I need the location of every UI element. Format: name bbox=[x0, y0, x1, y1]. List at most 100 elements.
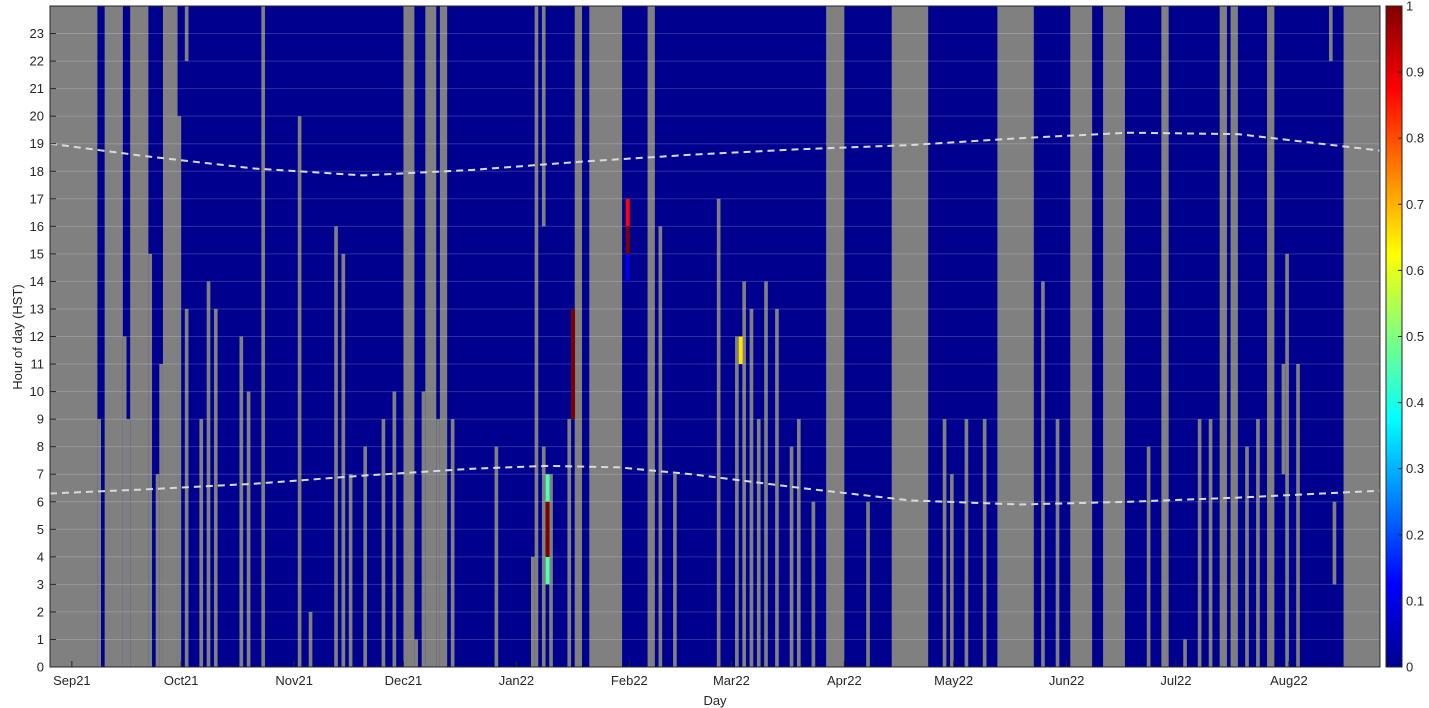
missing-hours-cell bbox=[148, 253, 153, 667]
missing-hours-cell bbox=[1328, 6, 1333, 62]
y-tick-label: 20 bbox=[30, 109, 44, 124]
missing-hours-cell bbox=[1041, 281, 1045, 667]
missing-hours-cell bbox=[1281, 364, 1286, 475]
missing-day-band bbox=[574, 6, 582, 667]
colorbar-tick-label: 0.3 bbox=[1406, 461, 1424, 476]
missing-day-band bbox=[1267, 6, 1275, 667]
colorbar-tick-label: 1 bbox=[1406, 0, 1413, 14]
missing-hours-cell bbox=[964, 419, 969, 667]
x-tick-label: May22 bbox=[934, 673, 973, 688]
colorbar-tick-label: 0 bbox=[1406, 660, 1413, 675]
missing-hours-cell bbox=[97, 419, 102, 667]
missing-hours-cell bbox=[392, 391, 397, 667]
plot-area-background bbox=[50, 6, 1380, 667]
gridlines bbox=[50, 33, 1380, 640]
value-cell bbox=[625, 253, 630, 282]
missing-day-band bbox=[589, 6, 623, 667]
x-tick-label: Aug22 bbox=[1270, 673, 1308, 688]
missing-hours-cell bbox=[1296, 364, 1300, 667]
x-tick-label: Sep21 bbox=[53, 673, 91, 688]
missing-hours-cell bbox=[942, 419, 947, 667]
colorbar-tick-label: 0.2 bbox=[1406, 527, 1424, 542]
missing-hours-cell bbox=[541, 6, 546, 227]
missing-hours-cell bbox=[1285, 253, 1289, 667]
value-cell bbox=[625, 226, 630, 254]
y-tick-label: 1 bbox=[37, 632, 44, 647]
missing-hours-cell bbox=[297, 116, 302, 667]
missing-day-band bbox=[534, 6, 539, 667]
missing-day-band bbox=[647, 6, 655, 667]
colorbar-tick-label: 0.9 bbox=[1406, 65, 1424, 80]
missing-hours-cell bbox=[122, 336, 127, 667]
missing-hours-cell bbox=[749, 308, 754, 667]
colorbar-tick-label: 0.6 bbox=[1406, 263, 1424, 278]
y-tick-label: 16 bbox=[30, 219, 44, 234]
value-cells bbox=[545, 198, 743, 585]
missing-hours-cell bbox=[414, 639, 419, 667]
missing-hours-cell bbox=[1256, 419, 1260, 667]
y-tick-label: 7 bbox=[37, 467, 44, 482]
missing-hours-cell bbox=[716, 198, 721, 667]
missing-hours-cell bbox=[735, 336, 739, 667]
y-tick-label: 17 bbox=[30, 191, 44, 206]
missing-day-band bbox=[1343, 6, 1380, 667]
missing-day-band bbox=[1106, 6, 1111, 667]
reference-lines bbox=[49, 131, 1381, 506]
missing-hours-cell bbox=[530, 556, 535, 667]
x-tick-label: Feb22 bbox=[611, 673, 648, 688]
missing-day-band bbox=[997, 6, 1034, 667]
missing-hours-cell bbox=[866, 501, 870, 667]
missing-hours-cell bbox=[1183, 639, 1187, 667]
missing-hours-cell bbox=[982, 419, 987, 667]
y-tick-label: 18 bbox=[30, 164, 44, 179]
missing-hours-cell bbox=[764, 281, 768, 667]
value-cell bbox=[625, 198, 630, 227]
missing-hours-cell bbox=[334, 226, 338, 668]
missing-hours-cell bbox=[950, 474, 954, 667]
y-tick-label: 2 bbox=[37, 604, 44, 619]
missing-hours-cell bbox=[1332, 501, 1337, 585]
sunrise-line bbox=[49, 464, 1381, 506]
missing-hours-cell bbox=[1146, 446, 1151, 667]
y-axis-label: Hour of day (HST) bbox=[10, 284, 25, 389]
missing-hours-cell bbox=[742, 281, 746, 667]
y-tick-label: 8 bbox=[37, 439, 44, 454]
missing-day-band bbox=[1219, 6, 1227, 667]
x-tick-label: Apr22 bbox=[827, 673, 862, 688]
missing-hours-cell bbox=[155, 474, 160, 667]
missing-hours-cell bbox=[341, 253, 346, 667]
y-tick-label: 13 bbox=[30, 301, 44, 316]
x-tick-label: Jun22 bbox=[1049, 673, 1084, 688]
missing-hours-cell bbox=[1208, 419, 1213, 667]
missing-hours-cell bbox=[450, 419, 455, 667]
missing-hours-cell bbox=[239, 336, 244, 667]
missing-hours-cell bbox=[308, 611, 313, 667]
x-axis-label: Day bbox=[703, 693, 727, 708]
colorbar-tick-label: 0.1 bbox=[1406, 593, 1424, 608]
x-tick-label: Jul22 bbox=[1160, 673, 1191, 688]
y-tick-label: 12 bbox=[30, 329, 44, 344]
x-axis: Sep21 Oct21 Nov21 Dec21 Jan22 Feb22 Mar22 Apr22… bbox=[53, 661, 1308, 688]
y-tick-label: 14 bbox=[30, 274, 44, 289]
missing-hours-cell bbox=[796, 419, 801, 667]
missing-hours-cell bbox=[184, 6, 189, 62]
missing-hours-cell bbox=[541, 446, 546, 667]
missing-hours-cell bbox=[206, 281, 211, 667]
missing-hours-cell bbox=[789, 446, 794, 667]
missing-day-band bbox=[261, 6, 265, 667]
y-tick-label: 15 bbox=[30, 246, 44, 261]
missing-hours-cell bbox=[436, 419, 440, 667]
missing-hours-cell bbox=[246, 391, 251, 667]
missing-hours-cell bbox=[658, 226, 663, 668]
missing-day-band bbox=[162, 6, 178, 667]
x-tick-label: Mar22 bbox=[713, 673, 750, 688]
missing-hours-cell bbox=[159, 364, 163, 667]
missing-day-band bbox=[826, 6, 845, 667]
missing-day-band bbox=[50, 6, 98, 667]
missing-hours-cell bbox=[549, 474, 553, 667]
y-tick-label: 6 bbox=[37, 494, 44, 509]
missing-hours-cell bbox=[213, 308, 218, 667]
missing-day-band bbox=[891, 6, 929, 667]
colorbar-tick-label: 0.4 bbox=[1406, 395, 1424, 410]
